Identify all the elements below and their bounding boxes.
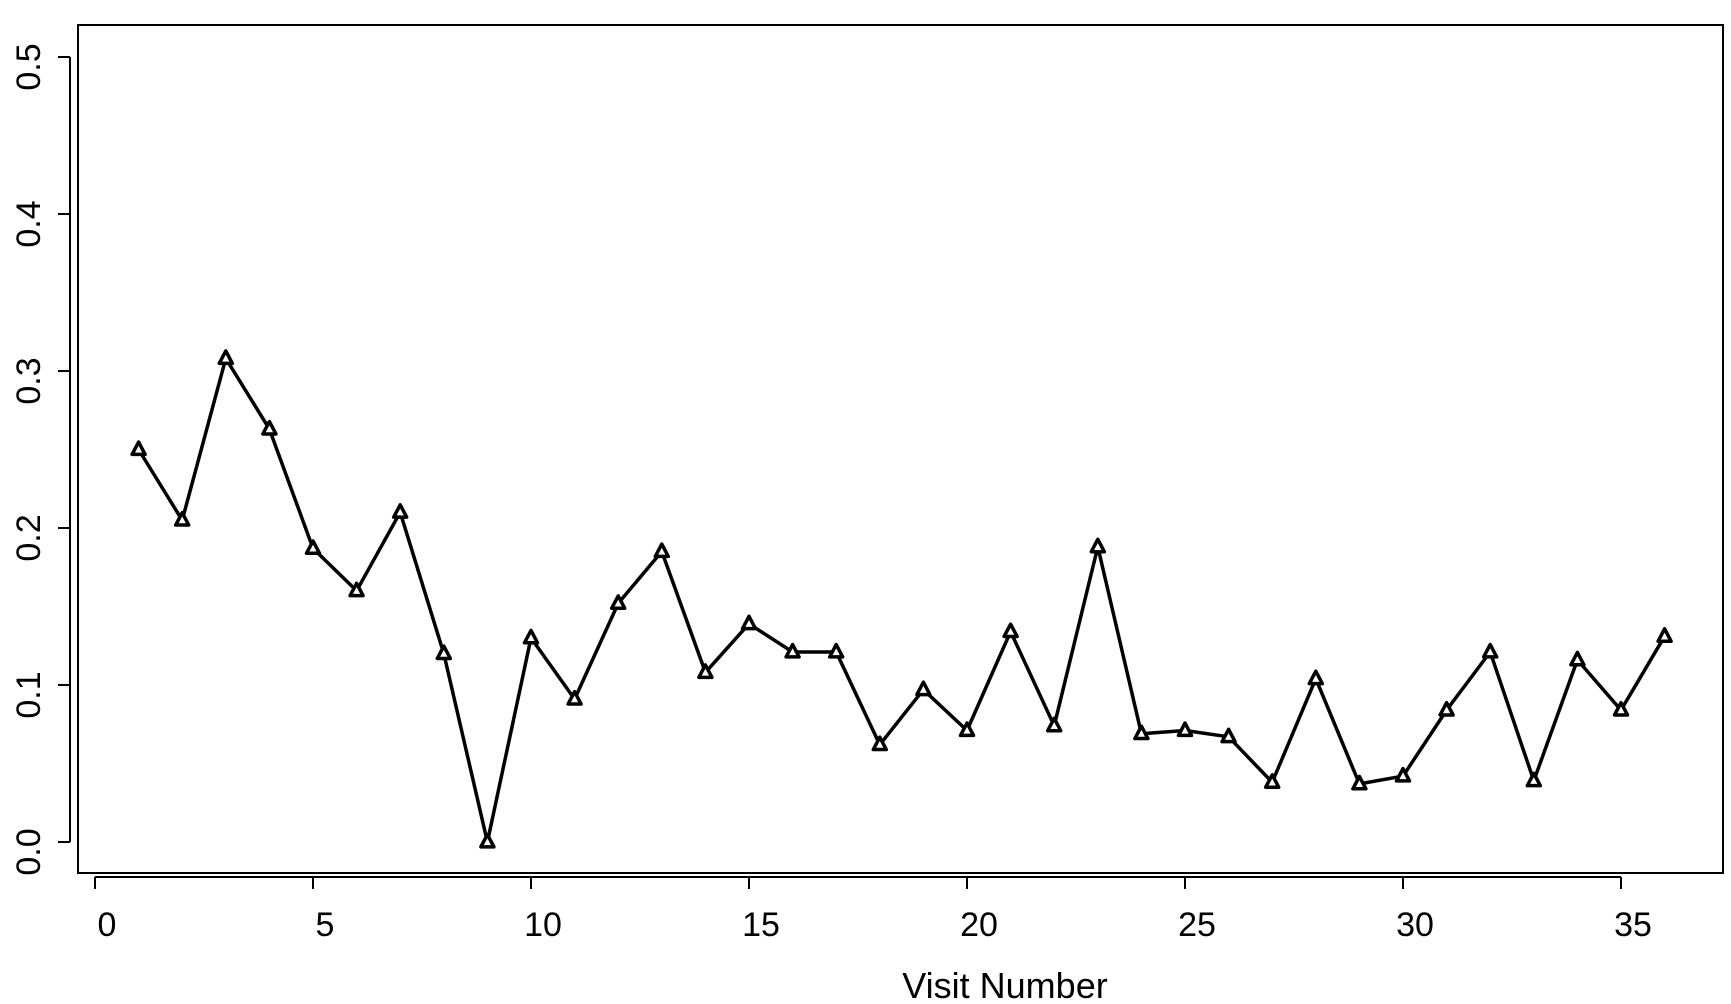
data-point (1656, 627, 1673, 643)
x-axis: 0 5 10 15 20 25 30 35 (94, 876, 1652, 944)
data-point (784, 642, 801, 659)
data-point (609, 594, 627, 610)
data-point (1220, 727, 1237, 744)
data-point (1133, 724, 1150, 741)
y-axis: 0.0 0.1 0.2 0.3 0.4 0.5 (10, 43, 71, 876)
x-tick-label: 35 (1614, 906, 1652, 944)
series-layer (130, 349, 1673, 849)
x-tick-label: 30 (1396, 906, 1434, 944)
data-point (915, 680, 932, 697)
y-tick-label: 0.0 (10, 828, 48, 875)
x-tick-label: 20 (960, 906, 998, 944)
data-point (304, 539, 322, 556)
plot-frame (77, 24, 1724, 874)
data-point (522, 628, 540, 645)
data-point (391, 503, 409, 519)
data-point (1176, 721, 1194, 738)
series-line (137, 356, 1667, 844)
x-axis-title: Visit Number (902, 965, 1107, 1004)
data-point (130, 440, 147, 457)
data-point (1612, 700, 1630, 717)
data-point (261, 419, 278, 436)
x-tick-label: 0 (98, 906, 117, 944)
data-point (1438, 700, 1455, 717)
data-point (173, 510, 191, 527)
y-tick-label: 0.4 (10, 200, 48, 247)
y-tick-label: 0.1 (10, 671, 48, 718)
data-point (1481, 642, 1499, 659)
y-tick-label: 0.5 (10, 43, 48, 90)
x-tick-label: 10 (524, 906, 562, 944)
data-point (871, 735, 889, 752)
data-point (435, 644, 453, 661)
x-tick-label: 5 (316, 906, 335, 944)
data-point (566, 689, 583, 706)
data-point (1002, 622, 1019, 639)
data-point (697, 663, 714, 680)
data-point (827, 642, 845, 659)
data-point (1307, 669, 1325, 686)
data-point (1525, 771, 1543, 788)
data-point (1089, 537, 1107, 554)
data-point (217, 349, 235, 366)
data-point (348, 581, 365, 598)
data-point (479, 832, 496, 849)
data-point (958, 721, 976, 738)
data-point (1045, 716, 1063, 733)
y-tick-label: 0.2 (10, 514, 48, 561)
data-point (1569, 650, 1586, 667)
y-tick-label: 0.3 (10, 357, 48, 404)
data-point (653, 542, 671, 559)
data-point (740, 614, 758, 631)
x-tick-label: 25 (1178, 906, 1216, 944)
data-point (1351, 774, 1368, 791)
data-point (1263, 773, 1281, 789)
x-tick-label: 15 (742, 906, 780, 944)
data-point (1394, 766, 1412, 783)
